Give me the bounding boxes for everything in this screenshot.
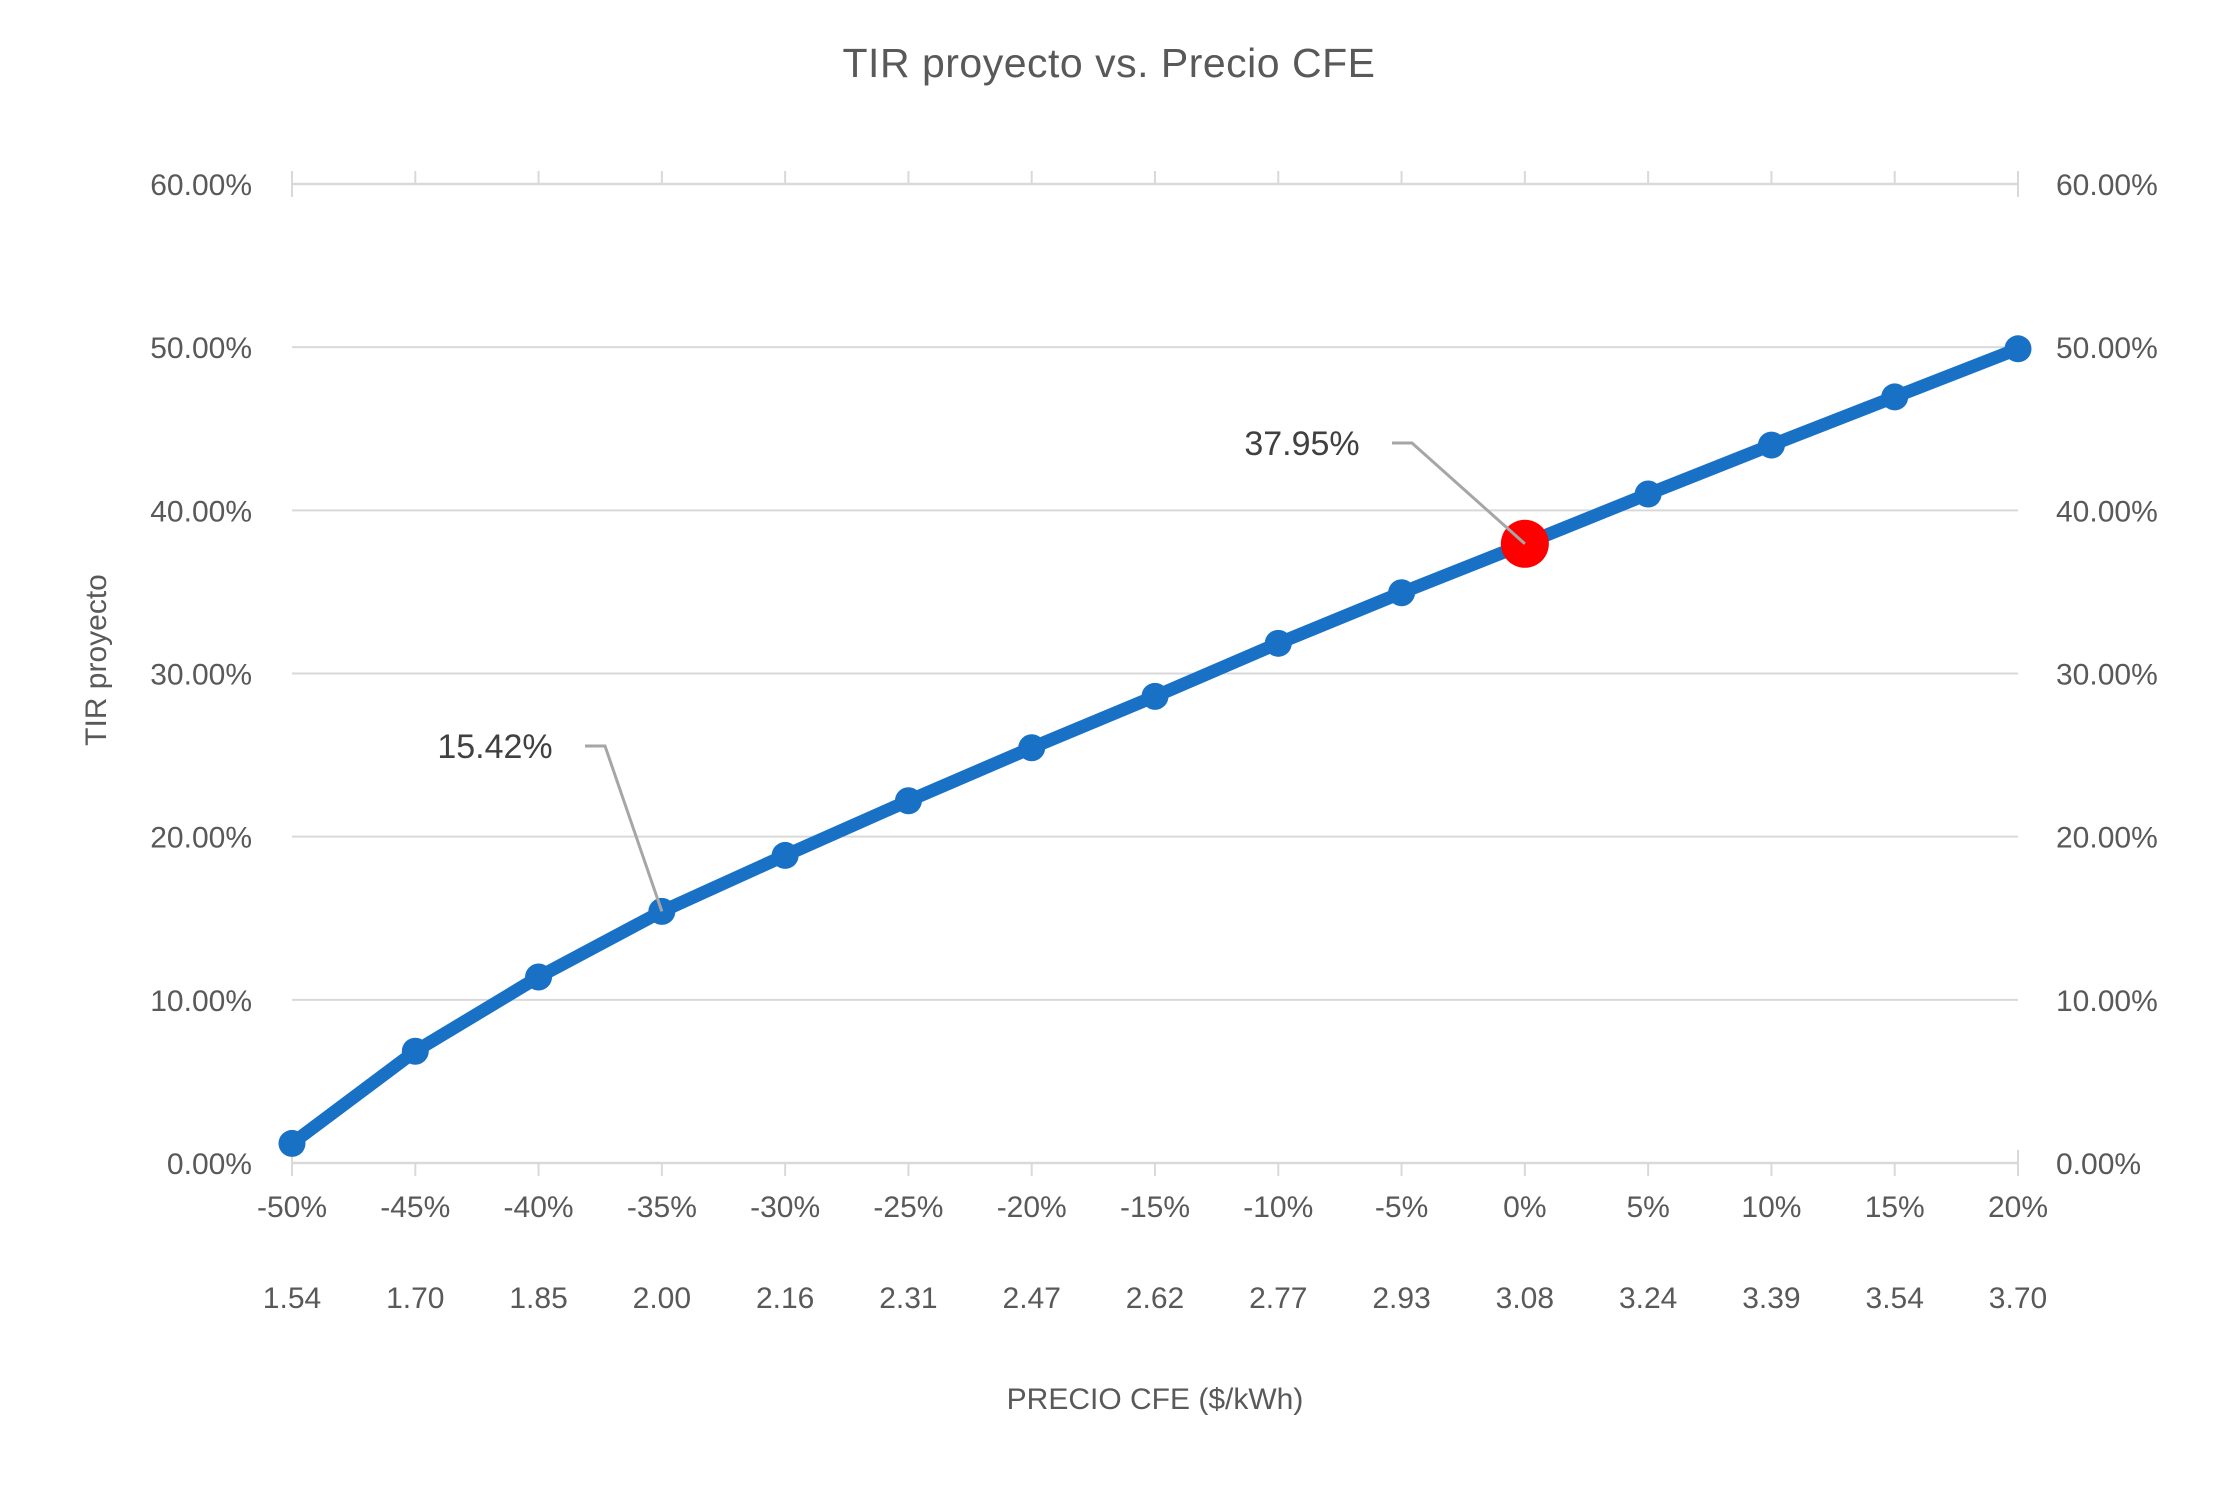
data-point-marker <box>2004 335 2032 363</box>
x-tick-label-pct: 0% <box>1503 1191 1546 1224</box>
data-point-marker <box>1881 383 1909 411</box>
y-tick-label-left: 0.00% <box>167 1148 252 1181</box>
y-tick-label-right: 20.00% <box>2056 822 2158 855</box>
x-tick-label-pct: -30% <box>750 1191 820 1224</box>
x-tick-label-pct: -45% <box>380 1191 450 1224</box>
data-point-marker <box>1388 579 1416 607</box>
data-point-marker <box>278 1129 306 1157</box>
y-tick-label-left: 40.00% <box>150 495 252 528</box>
annotation-leader-line <box>585 744 664 912</box>
x-tick-label-price: 3.08 <box>1496 1282 1554 1315</box>
annotation-label: 37.95% <box>1244 425 1359 463</box>
x-tick-label-price: 2.00 <box>633 1282 691 1315</box>
x-tick-label-pct: -20% <box>997 1191 1067 1224</box>
x-tick-label-price: 1.54 <box>263 1282 321 1315</box>
y-tick-label-left: 30.00% <box>150 659 252 692</box>
x-tick-label-price: 2.31 <box>879 1282 937 1315</box>
x-tick-label-price: 2.62 <box>1126 1282 1184 1315</box>
y-axis-title: TIR proyecto <box>80 574 113 746</box>
x-tick-label-price: 3.24 <box>1619 1282 1677 1315</box>
data-point-marker <box>1141 682 1169 710</box>
x-tick-label-pct: -40% <box>504 1191 574 1224</box>
x-tick-label-price: 2.47 <box>1003 1282 1061 1315</box>
x-tick-label-price: 1.85 <box>509 1282 567 1315</box>
x-tick-label-pct: 15% <box>1865 1191 1925 1224</box>
x-tick-label-price: 1.70 <box>386 1282 444 1315</box>
y-tick-label-right: 10.00% <box>2056 985 2158 1018</box>
y-tick-label-right: 60.00% <box>2056 169 2158 202</box>
data-point-marker <box>525 963 553 991</box>
data-point-marker <box>894 787 922 815</box>
x-tick-label-pct: -35% <box>627 1191 697 1224</box>
x-tick-label-price: 2.16 <box>756 1282 814 1315</box>
x-tick-label-pct: -5% <box>1375 1191 1428 1224</box>
y-tick-label-left: 50.00% <box>150 332 252 365</box>
data-point-marker <box>1018 734 1046 762</box>
y-tick-label-left: 10.00% <box>150 985 252 1018</box>
y-tick-label-right: 30.00% <box>2056 659 2158 692</box>
x-tick-label-price: 3.54 <box>1866 1282 1924 1315</box>
data-point-marker <box>1634 480 1662 508</box>
x-tick-label-pct: 20% <box>1988 1191 2048 1224</box>
data-point-marker <box>401 1037 429 1065</box>
x-tick-label-price: 2.93 <box>1372 1282 1430 1315</box>
x-tick-label-price: 2.77 <box>1249 1282 1307 1315</box>
x-tick-label-pct: -10% <box>1243 1191 1313 1224</box>
data-point-marker <box>1757 431 1785 459</box>
x-tick-label-pct: 10% <box>1741 1191 1801 1224</box>
x-tick-label-pct: -50% <box>257 1191 327 1224</box>
x-tick-label-pct: -25% <box>873 1191 943 1224</box>
data-point-marker <box>1264 629 1292 657</box>
x-tick-label-pct: -15% <box>1120 1191 1190 1224</box>
x-tick-label-price: 3.70 <box>1989 1282 2047 1315</box>
chart-title: TIR proyecto vs. Precio CFE <box>842 40 1376 86</box>
x-tick-label-pct: 5% <box>1626 1191 1669 1224</box>
y-tick-label-right: 50.00% <box>2056 332 2158 365</box>
x-tick-label-price: 3.39 <box>1742 1282 1800 1315</box>
annotation-label: 15.42% <box>437 728 552 766</box>
y-tick-label-right: 40.00% <box>2056 495 2158 528</box>
x-axis-title: PRECIO CFE ($/kWh) <box>1006 1383 1304 1416</box>
y-tick-label-left: 60.00% <box>150 169 252 202</box>
data-point-marker <box>771 841 799 869</box>
y-tick-label-left: 20.00% <box>150 822 252 855</box>
y-tick-label-right: 0.00% <box>2056 1148 2141 1181</box>
annotation-leader-line <box>1392 441 1526 545</box>
